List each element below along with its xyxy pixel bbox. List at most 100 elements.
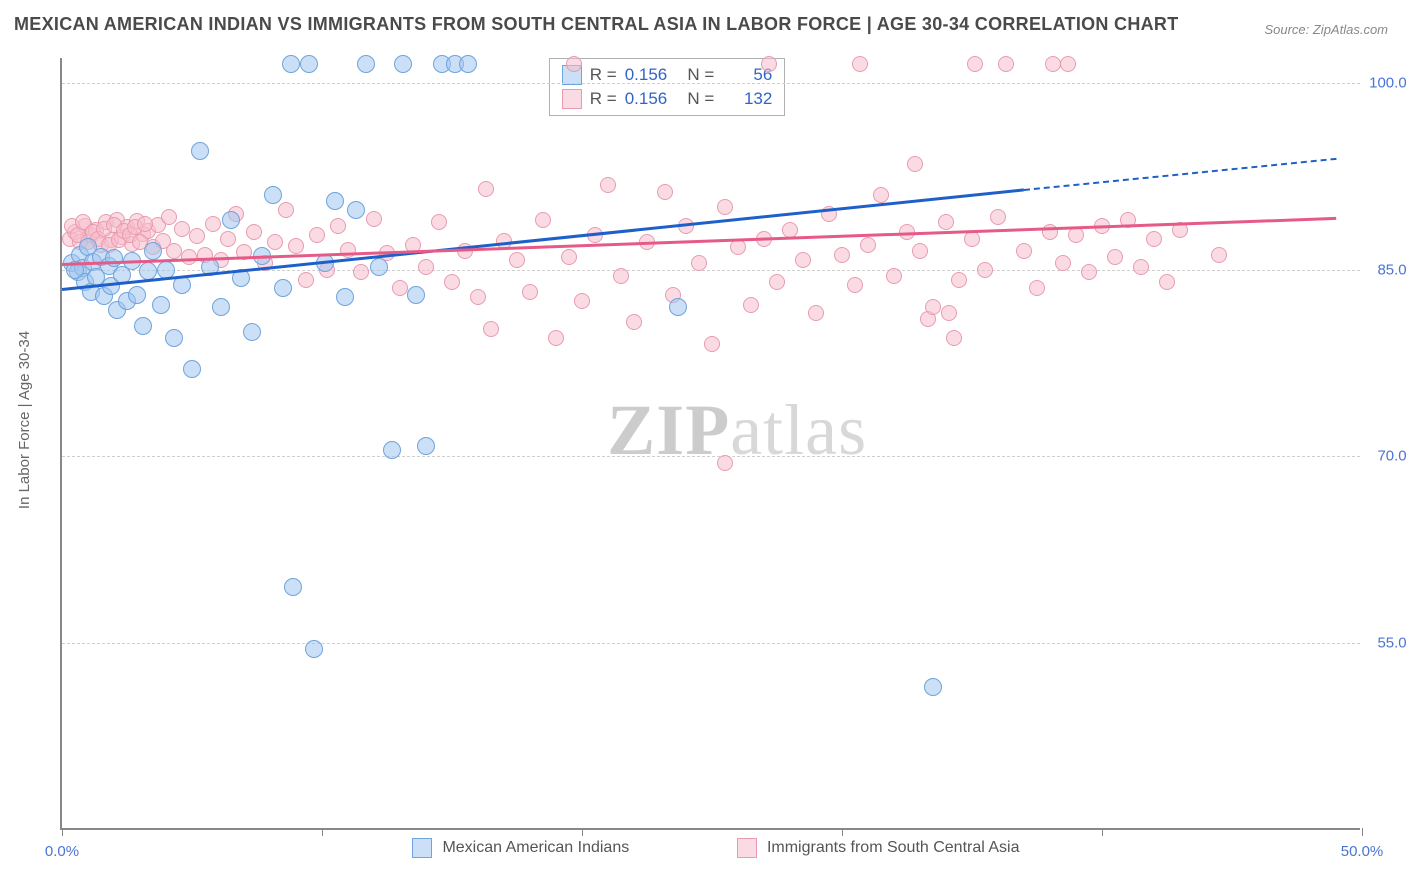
y-axis-label: In Labor Force | Age 30-34 (16, 331, 33, 509)
data-point-pink (288, 238, 304, 254)
chart-title: MEXICAN AMERICAN INDIAN VS IMMIGRANTS FR… (14, 14, 1179, 35)
data-point-pink (470, 289, 486, 305)
data-point-blue (417, 437, 435, 455)
x-tick (322, 828, 323, 836)
data-point-pink (795, 252, 811, 268)
data-point-pink (847, 277, 863, 293)
data-point-blue (669, 298, 687, 316)
data-point-pink (444, 274, 460, 290)
x-tick (1362, 828, 1363, 836)
data-point-pink (964, 231, 980, 247)
data-point-pink (1060, 56, 1076, 72)
data-point-blue (128, 286, 146, 304)
legend-swatch-blue (412, 838, 432, 858)
data-point-blue (274, 279, 292, 297)
data-point-blue (407, 286, 425, 304)
data-point-pink (1159, 274, 1175, 290)
watermark-light: atlas (730, 390, 867, 470)
data-point-pink (561, 249, 577, 265)
data-point-pink (246, 224, 262, 240)
y-tick-label: 100.0% (1368, 74, 1406, 91)
data-point-blue (139, 262, 157, 280)
swatch-pink (562, 89, 582, 109)
data-point-pink (137, 216, 153, 232)
data-point-blue (264, 186, 282, 204)
x-tick (582, 828, 583, 836)
y-tick-label: 85.0% (1368, 261, 1406, 278)
data-point-blue (357, 55, 375, 73)
watermark-bold: ZIP (607, 390, 730, 470)
data-point-blue (459, 55, 477, 73)
data-point-pink (1211, 247, 1227, 263)
data-point-pink (941, 305, 957, 321)
y-tick-label: 55.0% (1368, 635, 1406, 652)
data-point-pink (220, 231, 236, 247)
data-point-pink (852, 56, 868, 72)
data-point-pink (873, 187, 889, 203)
data-point-pink (574, 293, 590, 309)
data-point-blue (152, 296, 170, 314)
x-tick (62, 828, 63, 836)
gridline-h (62, 643, 1360, 644)
data-point-pink (535, 212, 551, 228)
legend-label-pink: Immigrants from South Central Asia (767, 839, 1020, 857)
data-point-pink (925, 299, 941, 315)
data-point-blue (144, 242, 162, 260)
data-point-pink (613, 268, 629, 284)
data-point-blue (326, 192, 344, 210)
data-point-blue (222, 211, 240, 229)
data-point-pink (730, 239, 746, 255)
data-point-pink (946, 330, 962, 346)
data-point-blue (183, 360, 201, 378)
data-point-pink (769, 274, 785, 290)
data-point-blue (243, 323, 261, 341)
legend-item-pink: Immigrants from South Central Asia (737, 838, 1020, 858)
data-point-pink (782, 222, 798, 238)
data-point-blue (305, 640, 323, 658)
n-label: N = (683, 89, 715, 109)
data-point-pink (860, 237, 876, 253)
r-label: R = (590, 89, 617, 109)
legend-swatch-pink (737, 838, 757, 858)
data-point-pink (205, 216, 221, 232)
data-point-pink (309, 227, 325, 243)
data-point-blue (134, 317, 152, 335)
data-point-pink (761, 56, 777, 72)
data-point-blue (191, 142, 209, 160)
data-point-pink (166, 243, 182, 259)
data-point-pink (1055, 255, 1071, 271)
data-point-blue (924, 678, 942, 696)
data-point-pink (834, 247, 850, 263)
data-point-pink (431, 214, 447, 230)
data-point-pink (704, 336, 720, 352)
gridline-h (62, 83, 1360, 84)
data-point-pink (808, 305, 824, 321)
data-point-pink (353, 264, 369, 280)
data-point-blue (284, 578, 302, 596)
data-point-pink (174, 221, 190, 237)
data-point-pink (418, 259, 434, 275)
data-point-blue (370, 258, 388, 276)
data-point-pink (1081, 264, 1097, 280)
data-point-pink (990, 209, 1006, 225)
watermark: ZIPatlas (607, 389, 867, 472)
data-point-pink (977, 262, 993, 278)
data-point-blue (282, 55, 300, 73)
data-point-pink (600, 177, 616, 193)
data-point-pink (1016, 243, 1032, 259)
data-point-pink (626, 314, 642, 330)
legend-item-blue: Mexican American Indians (412, 838, 629, 858)
data-point-blue (212, 298, 230, 316)
x-tick (1102, 828, 1103, 836)
data-point-pink (267, 234, 283, 250)
x-tick-label: 0.0% (45, 843, 79, 860)
data-point-blue (383, 441, 401, 459)
stats-row-pink: R = 0.156 N = 132 (550, 87, 785, 111)
data-point-pink (691, 255, 707, 271)
data-point-pink (522, 284, 538, 300)
data-point-pink (967, 56, 983, 72)
data-point-pink (483, 321, 499, 337)
data-point-blue (165, 329, 183, 347)
x-tick-label: 50.0% (1341, 843, 1384, 860)
data-point-blue (347, 201, 365, 219)
